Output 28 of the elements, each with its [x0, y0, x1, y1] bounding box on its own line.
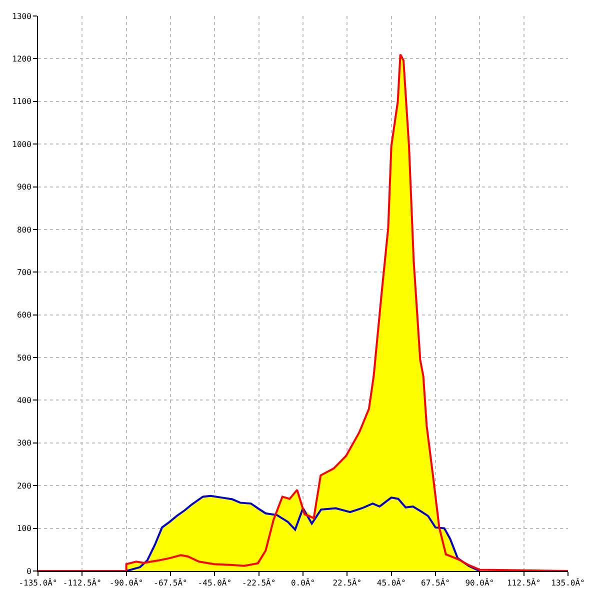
y-tick-label: 1000	[12, 140, 32, 149]
x-tick-label: 90.0Â°	[465, 578, 494, 588]
y-tick-label: 100	[16, 524, 32, 534]
y-tick-label: 300	[16, 438, 32, 448]
y-tick-label: 400	[16, 396, 32, 406]
y-tick-label: 900	[16, 182, 32, 192]
line-series	[125, 494, 481, 571]
x-tick-label: 112.5Â°	[506, 578, 541, 588]
y-tick-label: 1100	[12, 97, 32, 106]
x-tick-label: -45.0Â°	[198, 578, 232, 588]
x-tick-label: -135.0Â°	[18, 578, 58, 588]
y-tick-label: 600	[16, 310, 32, 320]
x-tick-label: 45.0Â°	[376, 578, 406, 588]
y-tick-label: 700	[16, 268, 32, 277]
y-tick-label: 1300	[12, 12, 32, 21]
y-tick-label: 500	[16, 353, 32, 362]
y-tick-label: 1200	[12, 54, 32, 64]
x-tick-label: 67.5Â°	[421, 578, 450, 588]
x-tick-label: -90.0Â°	[109, 578, 144, 588]
y-tick-label: 0	[26, 566, 32, 576]
x-tick-label: 22.5Â°	[332, 578, 362, 588]
x-tick-label: 0.0Â°	[290, 578, 316, 588]
x-tick-label: -67.5Â°	[154, 578, 188, 588]
x-tick-label: 135.0Â°	[551, 578, 585, 588]
x-tick-label: -22.5Â°	[242, 578, 276, 588]
y-tick-label: 200	[16, 481, 32, 490]
y-tick-label: 800	[16, 225, 32, 234]
x-tick-label: -112.5Â°	[62, 578, 102, 588]
